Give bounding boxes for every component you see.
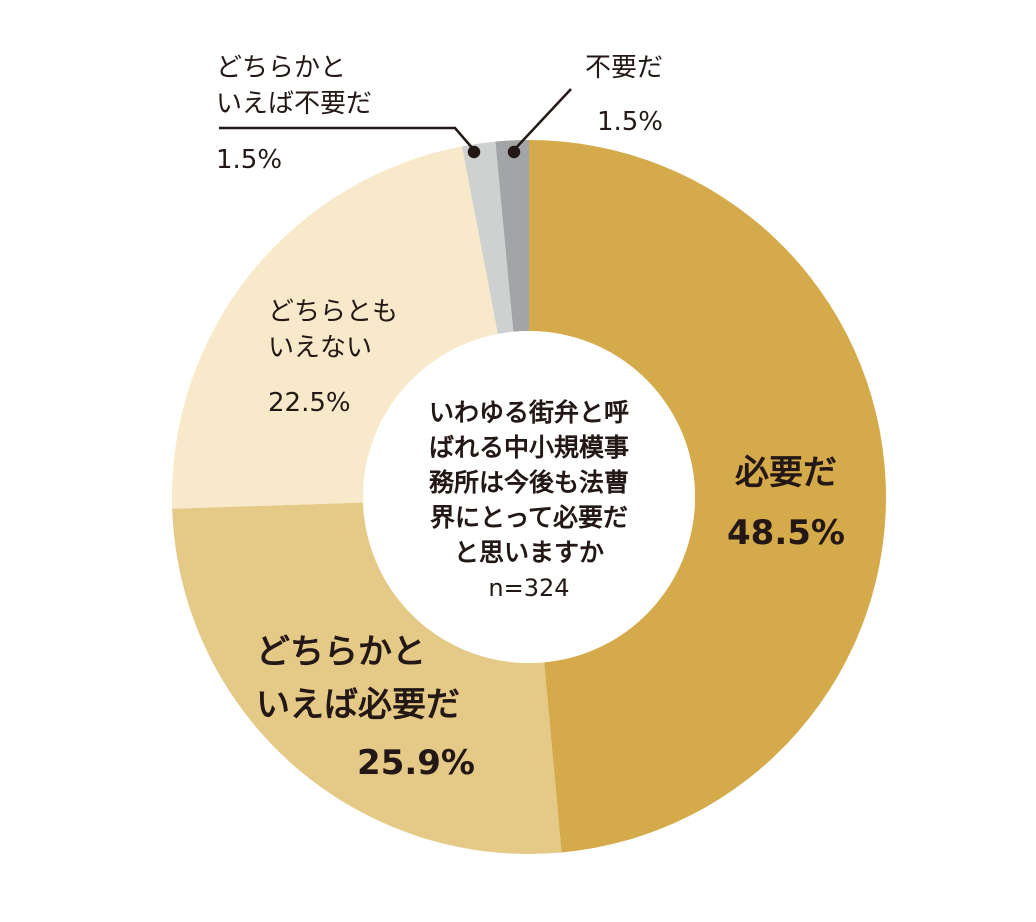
donut-center-hole	[363, 331, 695, 663]
slice-labels: 必要だ 48.5% どちらかと いえば必要だ 25.9% どちらとも いえない …	[216, 53, 845, 783]
leader-lines	[219, 88, 572, 159]
center-question-line: ばれる中小規模事	[429, 433, 629, 462]
center-question: いわゆる街弁と呼 ばれる中小規模事 務所は今後も法曹 界にとって必要だ と思いま…	[429, 398, 629, 602]
leader-dot-somewhat-unnecessary	[467, 145, 481, 159]
slice-value-unnecessary: 1.5%	[597, 107, 663, 137]
slice-unnecessary	[495, 140, 529, 332]
slice-label-neutral: どちらとも	[268, 297, 398, 327]
leader-line-somewhat-unnecessary	[219, 126, 475, 151]
center-question-line: 界にとって必要だ	[430, 503, 628, 532]
slice-label-unnecessary: 不要だ	[585, 53, 663, 83]
leader-dot-unnecessary	[507, 145, 521, 159]
slice-value-somewhat-unnecessary: 1.5%	[216, 145, 282, 175]
slice-value-neutral: 22.5%	[268, 388, 351, 418]
slice-label-neutral: いえない	[268, 333, 372, 363]
slice-label-necessary: 必要だ	[735, 453, 837, 493]
slice-neutral	[171, 146, 498, 509]
slice-somewhat-necessary	[172, 502, 562, 855]
slice-label-somewhat-necessary: いえば必要だ	[256, 685, 460, 725]
slice-label-somewhat-unnecessary: どちらかと	[216, 53, 346, 83]
slice-somewhat-unnecessary	[462, 141, 514, 334]
slice-value-necessary: 48.5%	[727, 513, 845, 553]
donut-slices	[171, 140, 887, 855]
center-question-line: と思いますか	[454, 538, 604, 567]
center-question-line: いわゆる街弁と呼	[429, 398, 629, 427]
slice-label-somewhat-unnecessary: いえば不要だ	[216, 89, 372, 119]
slice-necessary	[529, 140, 887, 853]
center-question-line: 務所は今後も法曹	[429, 468, 629, 497]
center-sample-size: n=324	[488, 574, 569, 602]
leader-line-unnecessary	[513, 88, 572, 151]
slice-value-somewhat-necessary: 25.9%	[357, 743, 475, 783]
slice-label-somewhat-necessary: どちらかと	[256, 632, 426, 672]
